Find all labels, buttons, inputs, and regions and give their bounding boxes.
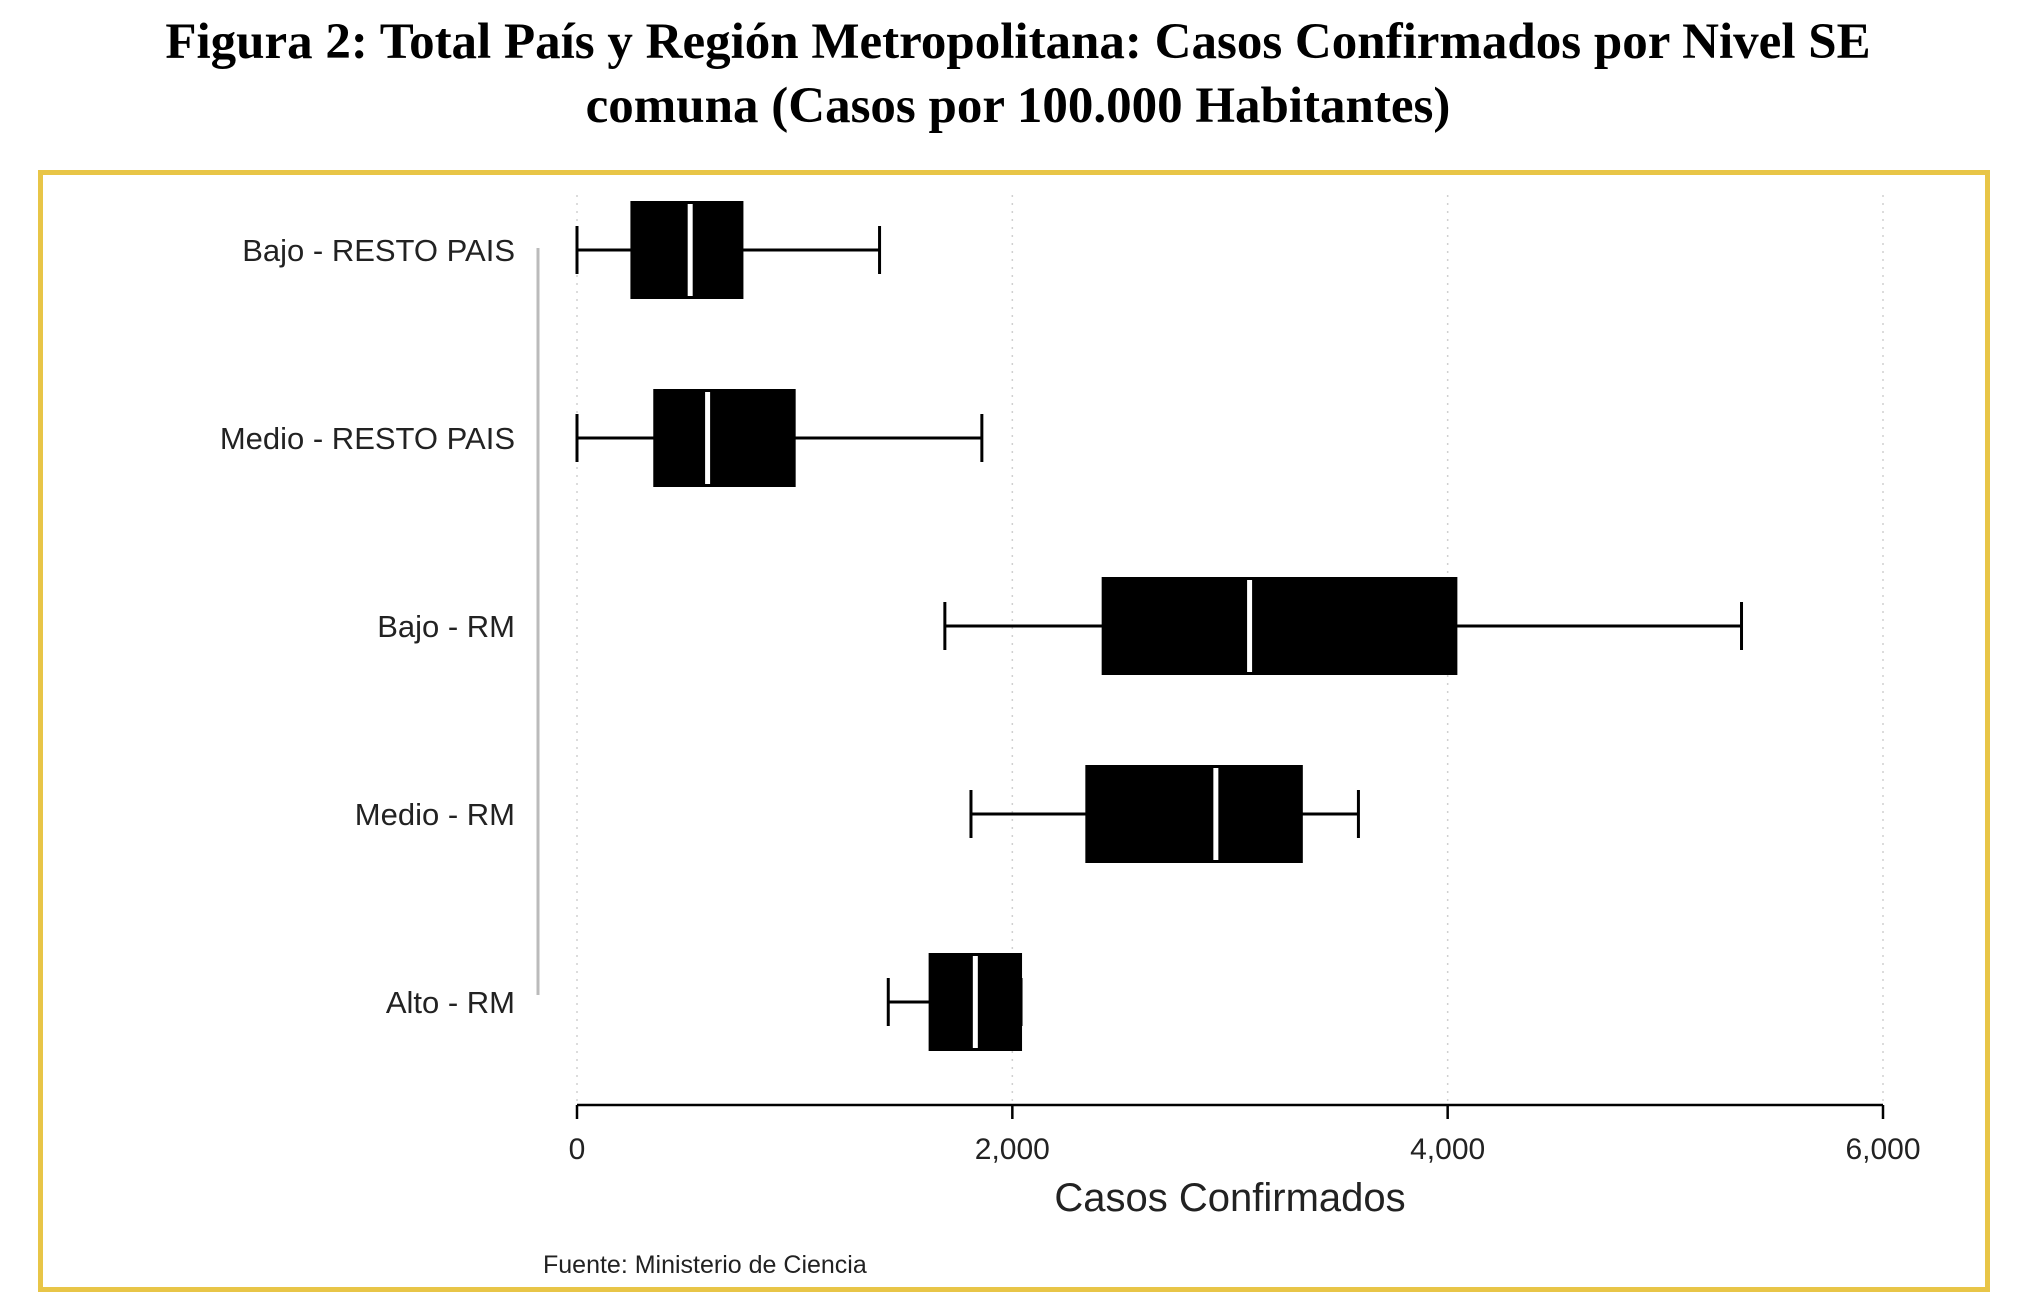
x-axis-label: Casos Confirmados [1054,1176,1405,1220]
x-tick-label: 2,000 [975,1133,1050,1166]
iqr-box [1085,765,1303,863]
chart-title: Figura 2: Total País y Región Metropolit… [0,10,2036,138]
box-2 [943,577,1744,675]
chart-title-line-2: comuna (Casos por 100.000 Habitantes) [585,78,1451,134]
category-label: Alto - RM [386,985,515,1020]
chart-title-line-1: Figura 2: Total País y Región Metropolit… [165,14,1871,70]
x-tick-label: 6,000 [1845,1133,1920,1166]
box-1 [575,389,984,487]
x-tick-label: 4,000 [1410,1133,1485,1166]
x-tick-label: 0 [569,1133,586,1166]
boxes [575,201,1744,1051]
chart-frame: Bajo - RESTO PAIS Medio - RESTO PAIS Bajo … [38,170,1990,1292]
box-0 [575,201,882,299]
category-label: Bajo - RESTO PAIS [242,233,515,268]
box-plot: Bajo - RESTO PAIS Medio - RESTO PAIS Bajo … [220,195,1921,1279]
x-axis-ticks: 0 2,000 4,000 6,000 [569,1105,1921,1166]
iqr-box [630,201,744,299]
category-label: Medio - RESTO PAIS [220,421,515,456]
category-label: Bajo - RM [377,609,515,644]
box-3 [969,765,1360,863]
category-labels: Bajo - RESTO PAIS Medio - RESTO PAIS Bajo … [220,233,515,1020]
source-note: Fuente: Ministerio de Ciencia [543,1251,867,1279]
iqr-box [653,389,796,487]
box-4 [886,953,1023,1051]
iqr-box [1101,577,1458,675]
category-label: Medio - RM [355,797,515,832]
